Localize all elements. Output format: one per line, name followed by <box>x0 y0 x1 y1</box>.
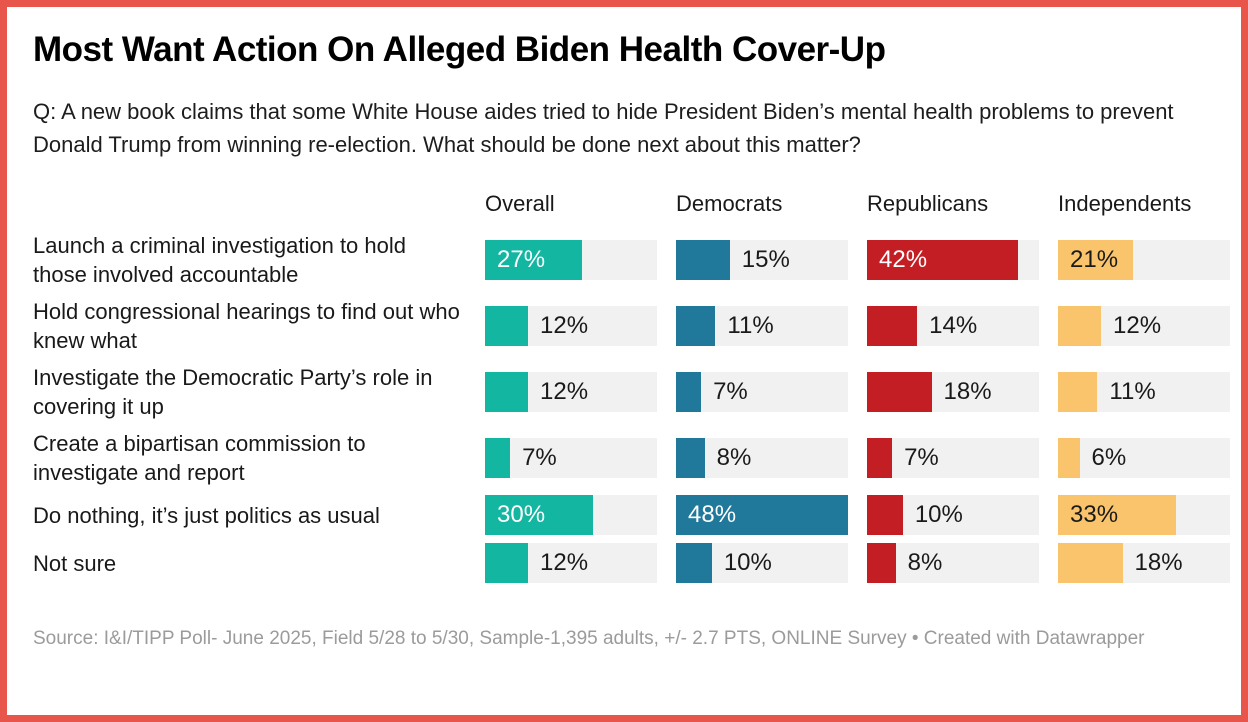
bar-democrats[interactable] <box>676 543 712 583</box>
bar-track-independents[interactable]: 12% <box>1058 306 1230 346</box>
chart: Overall Democrats Republicans Independents L… <box>33 191 1230 583</box>
bar-track-democrats[interactable]: 15% <box>676 240 848 280</box>
bar-track-democrats[interactable]: 7% <box>676 372 848 412</box>
row-label: Launch a criminal investigation to hold … <box>33 233 407 287</box>
bar-independents[interactable] <box>1058 543 1123 583</box>
bar-overall[interactable] <box>485 438 511 478</box>
bar-value-label: 12% <box>540 312 589 339</box>
bar-overall[interactable] <box>485 495 593 535</box>
bar-track-republicans[interactable]: 10% <box>867 495 1039 535</box>
bar-track-republicans[interactable]: 14% <box>867 306 1039 346</box>
bar-value-label: 7% <box>904 444 939 471</box>
bar-track-overall[interactable]: 30% <box>485 495 657 535</box>
bar-track-overall[interactable]: 27% <box>485 240 657 280</box>
bar-track-republicans[interactable]: 42% <box>867 240 1039 280</box>
bar-value-label: 12% <box>540 549 589 576</box>
chart-title: Most Want Action On Alleged Biden Health… <box>33 30 886 69</box>
source-note: Source: I&I/TIPP Poll- June 2025, Field … <box>33 628 1145 649</box>
bar-republicans[interactable] <box>867 495 903 535</box>
chart-row-1: Launch a criminal investigation to hold … <box>33 231 1230 289</box>
bar-value-label: 14% <box>929 312 978 339</box>
row-label: Investigate the Democratic Party’s role … <box>33 365 433 419</box>
bar-independents[interactable] <box>1058 495 1177 535</box>
row-label: Do nothing, it’s just politics as usual <box>33 502 380 528</box>
row-label: Hold congressional hearings to find out … <box>33 299 460 353</box>
column-header-republicans: Republicans <box>867 191 989 216</box>
bar-republicans[interactable] <box>867 543 896 583</box>
bar-track-overall[interactable]: 12% <box>485 306 657 346</box>
bar-value-label: 10% <box>723 549 772 576</box>
bar-track-independents[interactable]: 6% <box>1058 438 1230 478</box>
bar-independents[interactable] <box>1058 372 1098 412</box>
bar-value-label: 8% <box>716 444 752 471</box>
bar-value-label: 7% <box>713 378 748 405</box>
bar-republicans[interactable] <box>867 240 1018 280</box>
bar-value-label: 18% <box>1134 549 1183 576</box>
bar-republicans[interactable] <box>867 438 893 478</box>
bar-value-label: 10% <box>914 501 963 528</box>
bar-track-independents[interactable]: 33% <box>1058 495 1230 535</box>
bar-overall[interactable] <box>485 543 528 583</box>
bar-value-label: 12% <box>540 378 589 405</box>
chart-subtitle: Q: A new book claims that some White Hou… <box>33 99 1174 157</box>
bar-value-label: 12% <box>1113 312 1162 339</box>
bar-track-republicans[interactable]: 8% <box>867 543 1039 583</box>
bar-value-label: 7% <box>522 444 557 471</box>
bar-value-label: 15% <box>741 246 790 273</box>
bar-value-label: 11% <box>1109 378 1156 405</box>
chart-row-5: Do nothing, it’s just politics as usual 3… <box>33 495 1230 535</box>
bar-value-label: 30% <box>497 501 546 528</box>
row-label: Not sure <box>33 550 117 576</box>
bar-democrats[interactable] <box>676 372 702 412</box>
bar-track-overall[interactable]: 12% <box>485 543 657 583</box>
bar-independents[interactable] <box>1058 240 1134 280</box>
bar-democrats[interactable] <box>676 438 705 478</box>
bar-track-independents[interactable]: 11% <box>1058 372 1230 412</box>
bar-value-label: 42% <box>879 246 928 273</box>
bar-track-overall[interactable]: 12% <box>485 372 657 412</box>
bar-independents[interactable] <box>1058 438 1080 478</box>
bar-independents[interactable] <box>1058 306 1101 346</box>
bar-track-independents[interactable]: 21% <box>1058 240 1230 280</box>
bar-track-republicans[interactable]: 7% <box>867 438 1039 478</box>
bar-track-democrats[interactable]: 10% <box>676 543 848 583</box>
column-header-independents: Independents <box>1058 191 1192 216</box>
bar-democrats[interactable] <box>676 240 730 280</box>
bar-value-label: 21% <box>1070 246 1119 273</box>
column-header-overall: Overall <box>485 191 555 216</box>
bar-track-democrats[interactable]: 11% <box>676 306 848 346</box>
bar-value-label: 33% <box>1070 501 1119 528</box>
chart-row-6: Not sure 12% 10% 8% 18% <box>33 543 1230 583</box>
bar-value-label: 27% <box>497 246 546 273</box>
bar-democrats[interactable] <box>676 495 848 535</box>
chart-row-3: Investigate the Democratic Party’s role … <box>33 363 1230 421</box>
bar-value-label: 8% <box>907 549 943 576</box>
bar-overall[interactable] <box>485 240 582 280</box>
bar-republicans[interactable] <box>867 306 918 346</box>
bar-overall[interactable] <box>485 372 528 412</box>
bar-democrats[interactable] <box>676 306 716 346</box>
bar-track-independents[interactable]: 18% <box>1058 543 1230 583</box>
bar-track-overall[interactable]: 7% <box>485 438 657 478</box>
column-header-democrats: Democrats <box>676 191 783 216</box>
bar-track-democrats[interactable]: 48% <box>676 495 848 535</box>
bar-value-label: 11% <box>727 312 774 339</box>
bar-overall[interactable] <box>485 306 528 346</box>
row-label: Create a bipartisan commission to invest… <box>33 431 366 485</box>
bar-value-label: 48% <box>688 501 737 528</box>
chart-row-4: Create a bipartisan commission to invest… <box>33 429 1230 487</box>
bar-value-label: 18% <box>943 378 992 405</box>
chart-row-2: Hold congressional hearings to find out … <box>33 297 1230 355</box>
bar-value-label: 6% <box>1091 444 1127 471</box>
bar-republicans[interactable] <box>867 372 932 412</box>
bar-track-democrats[interactable]: 8% <box>676 438 848 478</box>
column-headers-row: Overall Democrats Republicans Independents <box>33 191 1215 217</box>
bar-track-republicans[interactable]: 18% <box>867 372 1039 412</box>
